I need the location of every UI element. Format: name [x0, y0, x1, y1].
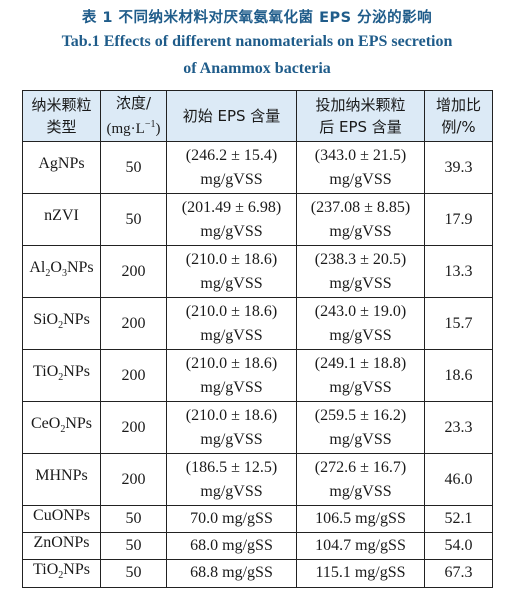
header-initial-eps: 初始 EPS 含量 [166, 90, 297, 142]
caption-zh: 表 1 不同纳米材料对厌氧氨氧化菌 EPS 分泌的影响 [81, 10, 433, 26]
header-row: 纳米颗粒 类型 浓度/(mg·L−1) 初始 EPS 含量 投加纳米颗粒后 EPS… [22, 90, 493, 142]
header-increase: 增加比 例/% [424, 90, 493, 142]
np-type-cell: AgNPs [22, 141, 101, 194]
np-type-cell: nZVI [22, 193, 101, 246]
eps-table: 纳米颗粒 类型 浓度/(mg·L−1) 初始 EPS 含量 投加纳米颗粒后 EPS… [22, 90, 493, 588]
increase-cell: 23.3 [424, 401, 493, 454]
table-row: Al2O3NPs 200 (210.0 ± 18.6) mg/gVSS (238.3 ±… [22, 245, 493, 298]
after-eps-cell: (243.0 ± 19.0) mg/gVSS [296, 297, 425, 350]
after-eps-cell: (343.0 ± 21.5) mg/gVSS [296, 141, 425, 194]
concentration-cell: 200 [100, 453, 167, 506]
increase-cell: 13.3 [424, 245, 493, 298]
table-row: ZnONPs 50 68.0 mg/gSS 104.7 mg/gSS 54.0 [22, 532, 493, 561]
initial-eps-cell: 68.8 mg/gSS [166, 559, 297, 588]
initial-eps-cell: (210.0 ± 18.6) mg/gVSS [166, 349, 297, 402]
after-eps-cell: (249.1 ± 18.8) mg/gVSS [296, 349, 425, 402]
concentration-cell: 50 [100, 559, 167, 588]
np-type-cell: SiO2NPs [22, 297, 101, 350]
table-row: CeO2NPs 200 (210.0 ± 18.6) mg/gVSS (259.5 ± … [22, 401, 493, 454]
concentration-cell: 200 [100, 297, 167, 350]
table-row: MHNPs 200 (186.5 ± 12.5) mg/gVSS (272.6 ± 16… [22, 453, 493, 506]
increase-cell: 52.1 [424, 504, 493, 534]
table-row: TiO2NPs 200 (210.0 ± 18.6) mg/gVSS (249.1 ± … [22, 349, 493, 402]
table-row: TiO2NPs 50 68.8 mg/gSS 115.1 mg/gSS 67.3 [22, 559, 493, 588]
initial-eps-cell: 70.0 mg/gSS [166, 504, 297, 534]
table-row: nZVI 50 (201.49 ± 6.98) mg/gVSS (237.08 ± 8.… [22, 193, 493, 246]
header-np-type: 纳米颗粒 类型 [22, 90, 101, 142]
header-concentration: 浓度/(mg·L−1) [100, 90, 167, 142]
increase-cell: 18.6 [424, 349, 493, 402]
initial-eps-cell: (201.49 ± 6.98) mg/gVSS [166, 193, 297, 246]
increase-cell: 46.0 [424, 453, 493, 506]
after-eps-cell: 115.1 mg/gSS [296, 559, 425, 588]
table-row: SiO2NPs 200 (210.0 ± 18.6) mg/gVSS (243.0 ± … [22, 297, 493, 350]
header-after-eps: 投加纳米颗粒后 EPS 含量 [296, 90, 425, 142]
np-type-cell: Al2O3NPs [22, 245, 101, 298]
after-eps-cell: 104.7 mg/gSS [296, 532, 425, 561]
concentration-cell: 200 [100, 349, 167, 402]
np-type-cell: ZnONPs [22, 532, 101, 561]
concentration-cell: 50 [100, 141, 167, 194]
np-type-cell: MHNPs [22, 453, 101, 506]
initial-eps-cell: (210.0 ± 18.6) mg/gVSS [166, 297, 297, 350]
initial-eps-cell: (210.0 ± 18.6) mg/gVSS [166, 401, 297, 454]
concentration-cell: 50 [100, 504, 167, 534]
initial-eps-cell: 68.0 mg/gSS [166, 532, 297, 561]
after-eps-cell: 106.5 mg/gSS [296, 504, 425, 534]
after-eps-cell: (259.5 ± 16.2) mg/gVSS [296, 401, 425, 454]
np-type-cell: TiO2NPs [22, 349, 101, 402]
table-row: CuONPs 50 70.0 mg/gSS 106.5 mg/gSS 52.1 [22, 504, 493, 534]
caption-en-line1: Tab.1 Effects of different nanomaterials… [61, 33, 453, 50]
concentration-cell: 200 [100, 245, 167, 298]
increase-cell: 67.3 [424, 559, 493, 588]
concentration-cell: 50 [100, 193, 167, 246]
increase-cell: 39.3 [424, 141, 493, 194]
np-type-cell: CuONPs [22, 504, 101, 534]
caption-en-line2: of Anammox bacteria [183, 60, 331, 77]
initial-eps-cell: (210.0 ± 18.6) mg/gVSS [166, 245, 297, 298]
concentration-cell: 50 [100, 532, 167, 561]
concentration-cell: 200 [100, 401, 167, 454]
np-type-cell: TiO2NPs [22, 559, 101, 588]
increase-cell: 15.7 [424, 297, 493, 350]
increase-cell: 54.0 [424, 532, 493, 561]
table-row: AgNPs 50 (246.2 ± 15.4) mg/gVSS (343.0 ± 21.… [22, 141, 493, 194]
initial-eps-cell: (186.5 ± 12.5) mg/gVSS [166, 453, 297, 506]
after-eps-cell: (238.3 ± 20.5) mg/gVSS [296, 245, 425, 298]
increase-cell: 17.9 [424, 193, 493, 246]
initial-eps-cell: (246.2 ± 15.4) mg/gVSS [166, 141, 297, 194]
after-eps-cell: (237.08 ± 8.85) mg/gVSS [296, 193, 425, 246]
np-type-cell: CeO2NPs [22, 401, 101, 454]
after-eps-cell: (272.6 ± 16.7) mg/gVSS [296, 453, 425, 506]
